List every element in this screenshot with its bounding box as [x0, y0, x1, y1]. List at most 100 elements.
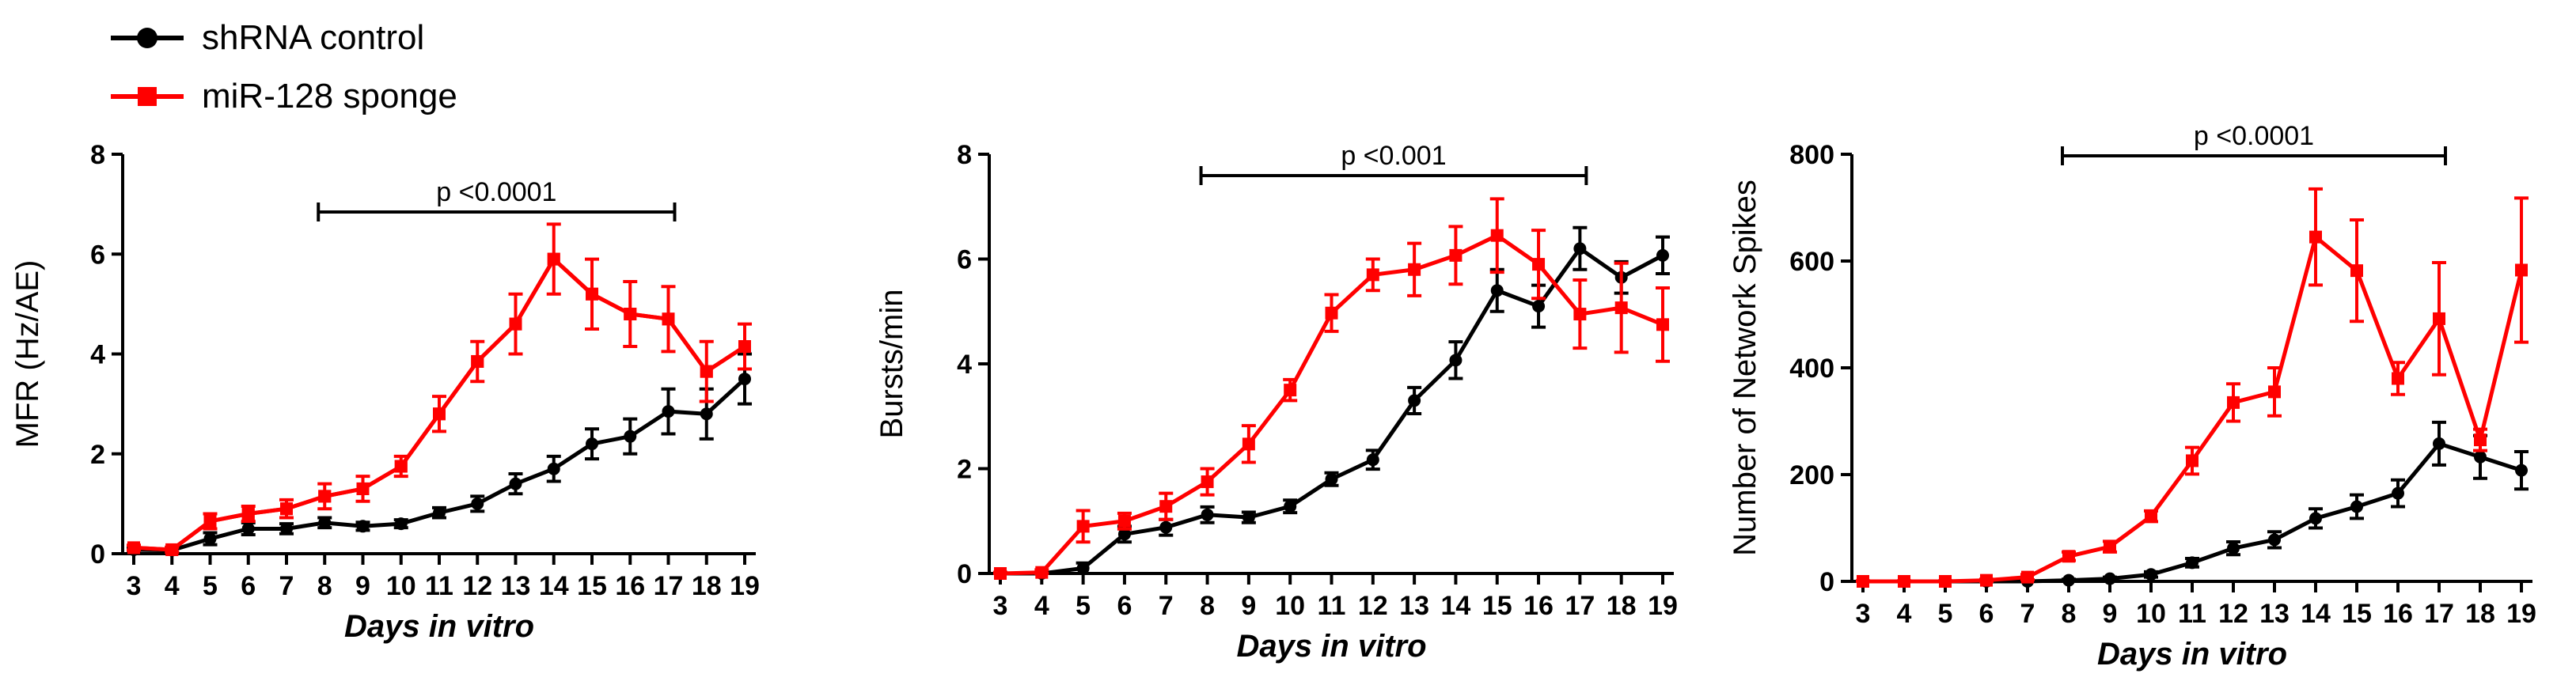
data-point	[1159, 500, 1173, 513]
x-tick-label: 17	[654, 571, 684, 601]
data-point	[318, 516, 332, 529]
x-tick-label: 9	[355, 571, 370, 601]
y-tick-label: 0	[90, 539, 105, 570]
data-point	[2433, 312, 2445, 325]
significance-label: p <0.0001	[2194, 121, 2314, 151]
x-tick-label: 13	[501, 571, 531, 601]
x-tick-label: 5	[203, 571, 218, 601]
data-point	[280, 522, 293, 536]
data-point	[356, 482, 370, 495]
x-tick-label: 3	[127, 571, 142, 601]
x-tick-label: 17	[1565, 591, 1595, 621]
x-tick-label: 6	[1979, 599, 1994, 629]
data-point	[994, 567, 1007, 580]
data-point	[2474, 450, 2487, 464]
x-tick-label: 19	[1648, 591, 1678, 621]
series-shrna-control	[127, 352, 752, 557]
data-point	[1939, 575, 1952, 588]
x-tick-label: 14	[2301, 599, 2331, 629]
x-tick-label: 13	[1399, 591, 1429, 621]
data-point	[1201, 508, 1214, 521]
data-point	[1325, 306, 1338, 320]
x-tick-label: 7	[279, 571, 294, 601]
data-point	[2227, 542, 2240, 555]
significance-label: p <0.0001	[436, 177, 556, 207]
x-tick-label: 16	[2383, 599, 2413, 629]
data-point	[318, 490, 332, 503]
x-axis-title: Days in vitro	[2097, 637, 2287, 672]
data-point	[662, 312, 675, 326]
y-tick-label: 200	[1789, 460, 1834, 490]
x-tick-label: 15	[2342, 599, 2372, 629]
data-point	[2186, 556, 2199, 570]
data-point	[203, 532, 217, 546]
data-point	[1117, 514, 1131, 528]
data-point	[2021, 570, 2034, 584]
data-point	[624, 308, 637, 320]
data-point	[624, 430, 637, 443]
x-tick-label: 7	[1159, 591, 1174, 621]
data-point	[2104, 572, 2116, 585]
x-tick-label: 10	[386, 571, 416, 601]
y-tick-label: 800	[1789, 140, 1834, 170]
series-mir-128-sponge	[127, 222, 752, 556]
x-tick-label: 8	[317, 571, 332, 601]
x-tick-label: 12	[2218, 599, 2248, 629]
data-point	[1573, 308, 1587, 321]
x-tick-label: 3	[993, 591, 1008, 621]
y-tick-label: 4	[90, 340, 105, 370]
data-point	[471, 354, 484, 368]
data-point	[1532, 300, 1546, 313]
y-tick-label: 400	[1789, 354, 1834, 384]
data-point	[1325, 472, 1338, 486]
data-point	[1117, 528, 1131, 541]
data-point	[203, 514, 217, 528]
data-point	[1284, 384, 1297, 397]
data-point	[700, 407, 713, 421]
x-tick-label: 10	[1275, 591, 1305, 621]
y-tick-label: 6	[90, 240, 105, 270]
data-point	[509, 317, 522, 331]
x-tick-label: 18	[2465, 599, 2495, 629]
data-point	[586, 287, 598, 301]
data-point	[2392, 486, 2404, 500]
y-axis-title: Bursts/min	[874, 290, 909, 439]
data-point	[1076, 520, 1090, 533]
series-line	[1863, 233, 2524, 584]
x-tick-label: 17	[2424, 599, 2454, 629]
data-point	[2104, 540, 2116, 554]
x-tick-label: 16	[1523, 591, 1554, 621]
data-point	[471, 497, 484, 510]
legend-item-mir128-sponge: miR-128 sponge	[111, 77, 457, 115]
data-point	[1284, 500, 1297, 513]
y-tick-label: 4	[957, 350, 972, 380]
x-tick-label: 15	[1482, 591, 1512, 621]
legend-marker-square-icon	[138, 87, 157, 106]
x-tick-label: 18	[692, 571, 722, 601]
x-tick-label: 11	[1318, 591, 1346, 621]
series-mir-128-sponge	[993, 197, 1670, 580]
data-point	[2062, 573, 2075, 587]
data-point	[2062, 550, 2075, 563]
data-point	[241, 522, 255, 536]
data-point	[2309, 512, 2322, 525]
data-point	[2392, 372, 2404, 385]
data-point	[433, 506, 446, 520]
x-tick-label: 19	[730, 571, 760, 601]
data-point	[1076, 562, 1090, 575]
data-point	[1857, 575, 1869, 588]
x-tick-label: 5	[1938, 599, 1953, 629]
data-point	[738, 373, 751, 386]
x-tick-label: 8	[1200, 591, 1215, 621]
data-point	[2433, 437, 2445, 450]
data-point	[1408, 394, 1421, 407]
x-tick-label: 18	[1607, 591, 1637, 621]
y-tick-label: 6	[957, 245, 972, 275]
legend: shRNA control miR-128 sponge	[111, 18, 457, 115]
x-tick-label: 4	[165, 571, 180, 601]
data-point	[1449, 354, 1463, 367]
legend-label-shrna-control: shRNA control	[202, 18, 424, 57]
